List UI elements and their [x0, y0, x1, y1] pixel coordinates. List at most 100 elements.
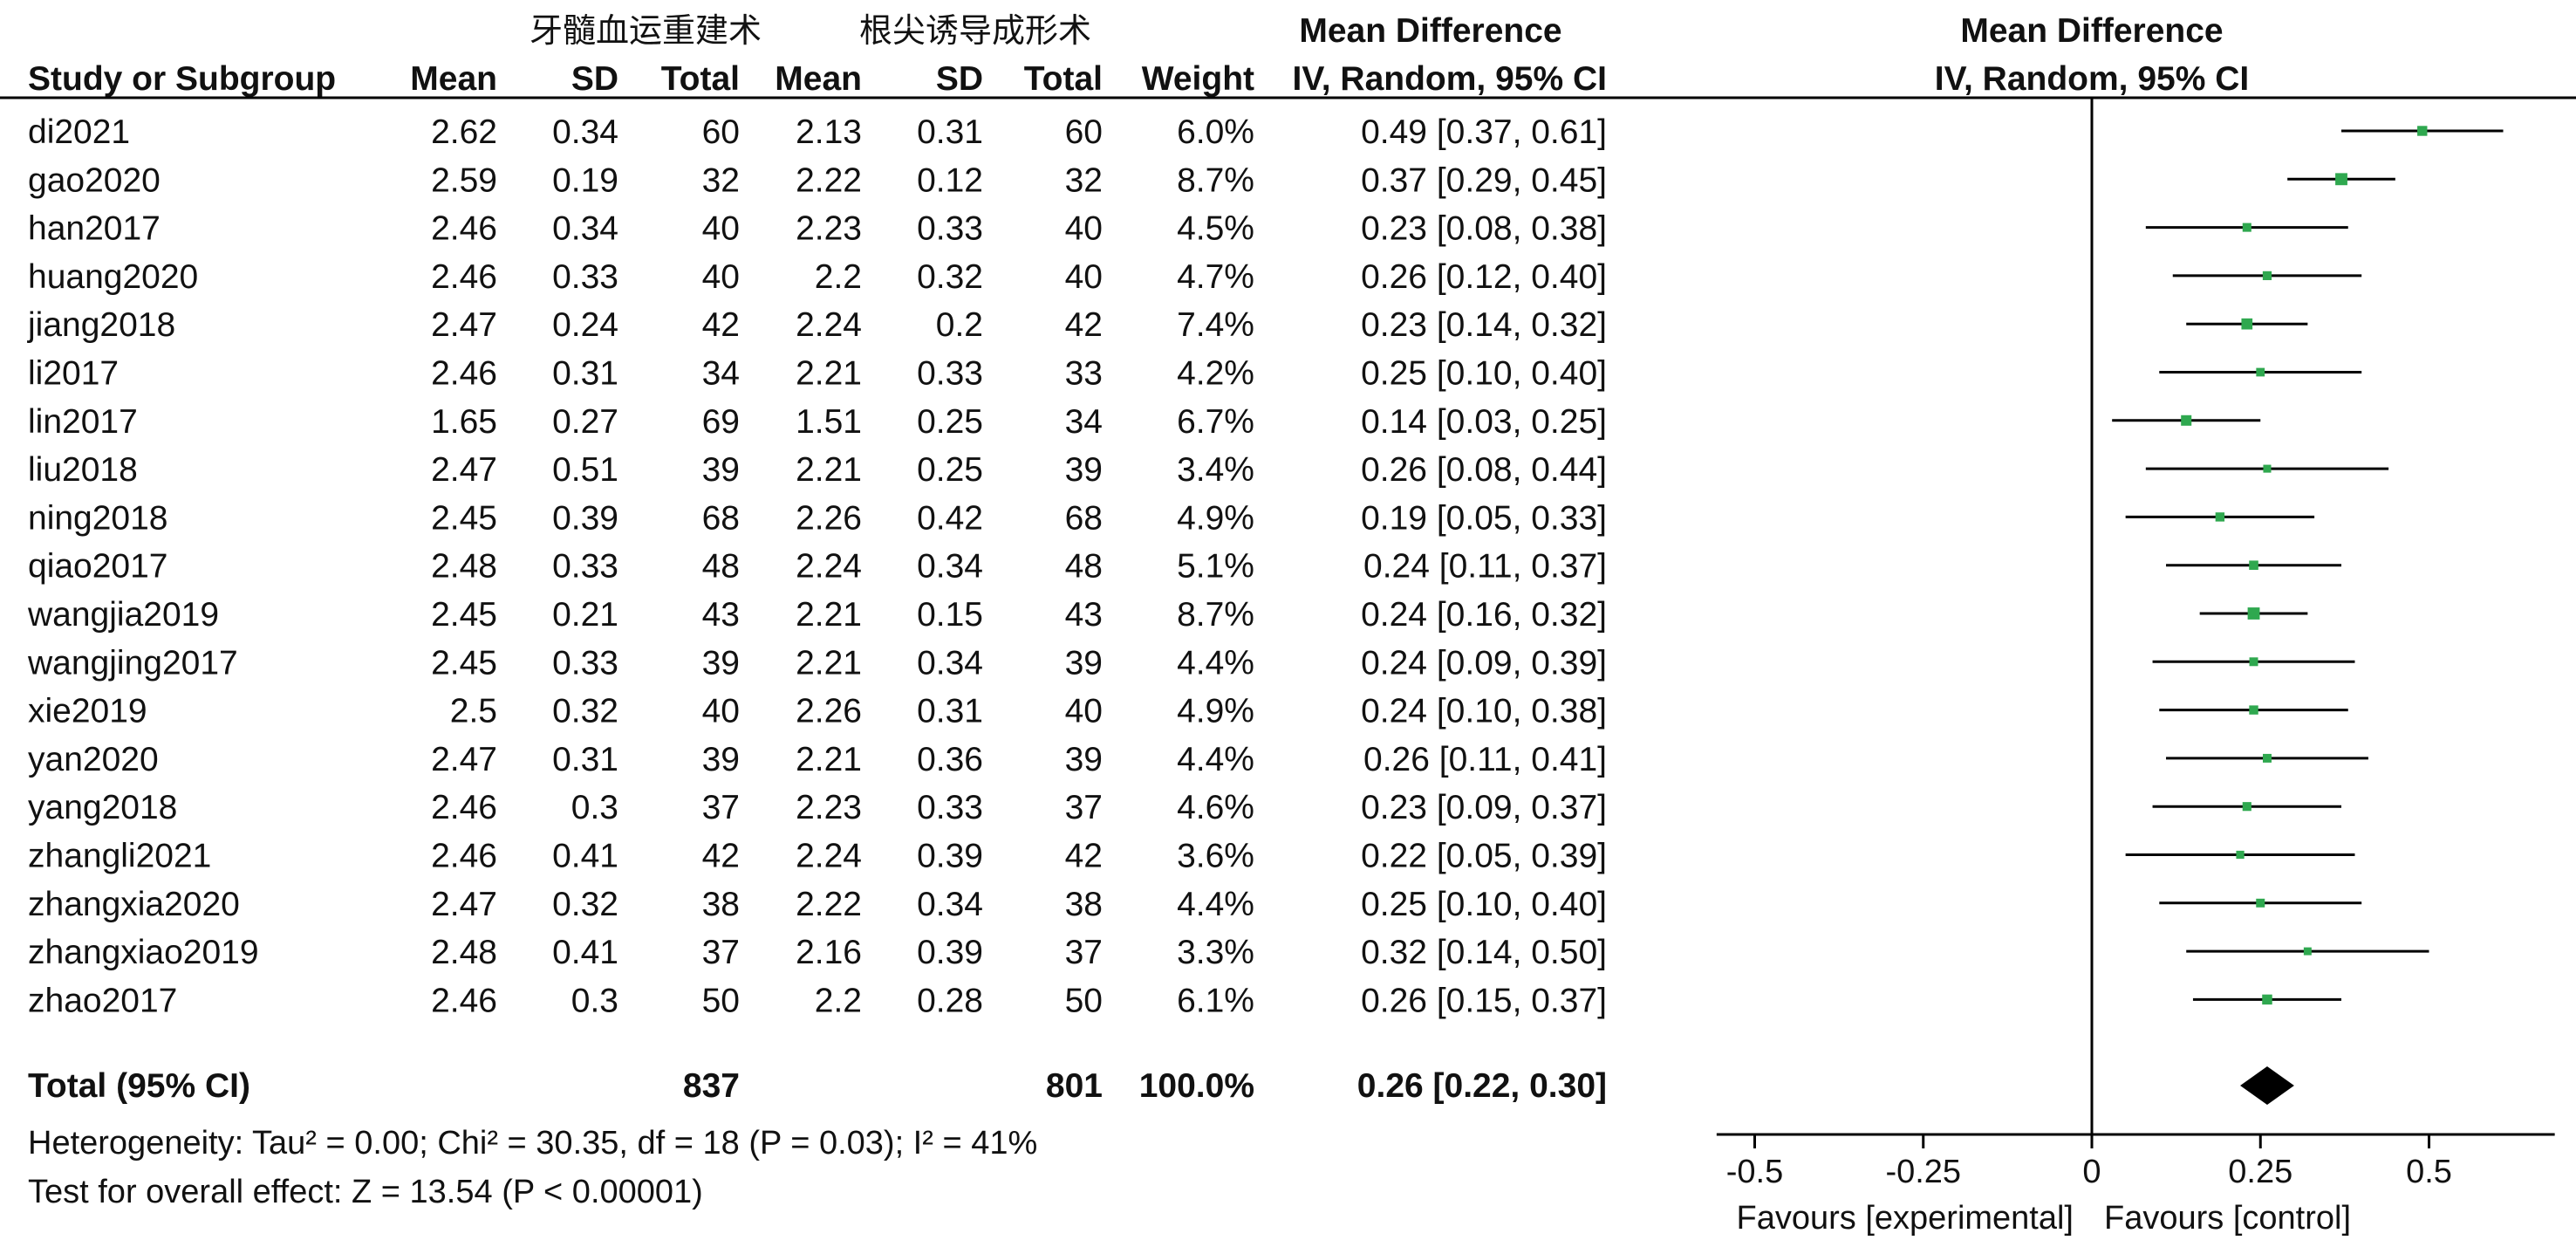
cell-total-exp: 50 — [702, 982, 740, 1019]
cell-total-exp: 42 — [702, 838, 740, 875]
cell-sd-exp: 0.33 — [552, 644, 618, 682]
cell-total-exp: 68 — [702, 499, 740, 537]
cell-total-ctrl: 37 — [1065, 789, 1103, 826]
plot-title: Mean Difference — [1960, 12, 2223, 50]
cell-effect-ci: 0.26 [0.08, 0.44] — [1361, 451, 1607, 489]
cell-total-ctrl: 33 — [1065, 355, 1103, 393]
header-effect-method: IV, Random, 95% CI — [1292, 60, 1607, 98]
cell-effect-ci: 0.23 [0.14, 0.32] — [1361, 306, 1607, 344]
cell-mean-ctrl: 2.22 — [796, 886, 862, 923]
cell-total-ctrl: 39 — [1065, 451, 1103, 489]
cell-sd-ctrl: 0.33 — [917, 355, 983, 393]
cell-sd-exp: 0.32 — [552, 886, 618, 923]
cell-effect-ci: 0.49 [0.37, 0.61] — [1361, 113, 1607, 151]
cell-weight: 4.7% — [1177, 258, 1254, 296]
cell-sd-exp: 0.33 — [552, 258, 618, 296]
cell-sd-ctrl: 0.31 — [917, 113, 983, 151]
cell-effect-ci: 0.24 [0.10, 0.38] — [1361, 693, 1607, 730]
cell-effect-ci: 0.26 [0.11, 0.41] — [1363, 741, 1607, 778]
cell-sd-exp: 0.39 — [552, 499, 618, 537]
cell-total-ctrl: 32 — [1065, 161, 1103, 199]
cell-mean-ctrl: 2.24 — [796, 306, 862, 344]
study-name: xie2019 — [28, 693, 147, 730]
point-estimate-liu2018 — [2263, 464, 2272, 473]
cell-weight: 4.5% — [1177, 210, 1254, 248]
x-tick-label: -0.25 — [1885, 1154, 1961, 1190]
header-plot-method: IV, Random, 95% CI — [1935, 60, 2250, 98]
cell-sd-exp: 0.3 — [571, 789, 618, 826]
x-tick-label: 0 — [2082, 1154, 2101, 1190]
cell-mean-ctrl: 2.2 — [815, 258, 862, 296]
header-weight: Weight — [1142, 60, 1254, 98]
cell-mean-ctrl: 2.21 — [796, 644, 862, 682]
point-estimate-zhangxiao2019 — [2303, 947, 2312, 956]
cell-sd-ctrl: 0.33 — [917, 210, 983, 248]
point-estimate-zhangli2021 — [2236, 850, 2245, 860]
study-name: gao2020 — [28, 161, 161, 199]
cell-total-ctrl: 40 — [1065, 210, 1103, 248]
study-name: wangjia2019 — [27, 596, 219, 634]
cell-effect-ci: 0.25 [0.10, 0.40] — [1361, 355, 1607, 393]
point-estimate-jiang2018 — [2241, 318, 2253, 330]
study-name: yang2018 — [28, 789, 177, 826]
point-estimate-lin2017 — [2181, 415, 2192, 426]
cell-weight: 4.9% — [1177, 693, 1254, 730]
cell-mean-exp: 2.62 — [431, 113, 497, 151]
cell-total-ctrl: 68 — [1065, 499, 1103, 537]
cell-effect-ci: 0.19 [0.05, 0.33] — [1361, 499, 1607, 537]
study-name: jiang2018 — [27, 306, 175, 344]
cell-mean-ctrl: 2.24 — [796, 838, 862, 875]
cell-sd-exp: 0.34 — [552, 210, 618, 248]
cell-total-ctrl: 37 — [1065, 934, 1103, 971]
cell-weight: 7.4% — [1177, 306, 1254, 344]
cell-mean-ctrl: 1.51 — [796, 403, 862, 441]
cell-mean-ctrl: 2.21 — [796, 741, 862, 778]
cell-weight: 6.0% — [1177, 113, 1254, 151]
study-name: zhangli2021 — [28, 838, 211, 875]
cell-sd-exp: 0.31 — [552, 355, 618, 393]
cell-sd-ctrl: 0.39 — [917, 934, 983, 971]
cell-weight: 4.6% — [1177, 789, 1254, 826]
cell-mean-exp: 2.45 — [431, 596, 497, 634]
point-estimate-li2017 — [2256, 367, 2265, 377]
cell-sd-ctrl: 0.25 — [917, 403, 983, 441]
cell-mean-exp: 1.65 — [431, 403, 497, 441]
header-sd-ctrl: SD — [936, 60, 983, 98]
cell-effect-ci: 0.37 [0.29, 0.45] — [1361, 161, 1607, 199]
cell-total-exp: 34 — [702, 355, 740, 393]
point-estimate-di2021 — [2417, 126, 2428, 136]
cell-sd-ctrl: 0.12 — [917, 161, 983, 199]
point-estimate-han2017 — [2242, 223, 2251, 232]
cell-sd-exp: 0.33 — [552, 548, 618, 586]
point-estimate-yang2018 — [2242, 802, 2251, 812]
cell-total-ctrl: 39 — [1065, 644, 1103, 682]
cell-mean-exp: 2.46 — [431, 838, 497, 875]
study-name: huang2020 — [28, 258, 198, 296]
header-mean-exp: Mean — [410, 60, 497, 98]
cell-total-ctrl: 39 — [1065, 741, 1103, 778]
cell-weight: 3.3% — [1177, 934, 1254, 971]
cell-weight: 6.1% — [1177, 982, 1254, 1019]
cell-mean-exp: 2.5 — [450, 693, 497, 730]
header-mean-ctrl: Mean — [775, 60, 862, 98]
cell-mean-ctrl: 2.26 — [796, 693, 862, 730]
point-estimate-wangjing2017 — [2249, 657, 2258, 667]
study-name: zhao2017 — [28, 982, 177, 1019]
cell-mean-ctrl: 2.24 — [796, 548, 862, 586]
cell-weight: 3.6% — [1177, 838, 1254, 875]
cell-mean-exp: 2.47 — [431, 451, 497, 489]
cell-effect-ci: 0.24 [0.09, 0.39] — [1361, 644, 1607, 682]
header-total-exp: Total — [661, 60, 740, 98]
cell-mean-exp: 2.46 — [431, 355, 497, 393]
cell-mean-exp: 2.46 — [431, 982, 497, 1019]
study-name: yan2020 — [28, 741, 159, 778]
favours-right-label: Favours [control] — [2104, 1200, 2351, 1237]
cell-total-ctrl: 40 — [1065, 258, 1103, 296]
cell-effect-ci: 0.14 [0.03, 0.25] — [1361, 403, 1607, 441]
study-name: di2021 — [28, 113, 130, 151]
effect-title: Mean Difference — [1299, 12, 1561, 50]
cell-total-ctrl: 38 — [1065, 886, 1103, 923]
cell-sd-ctrl: 0.28 — [917, 982, 983, 1019]
x-tick-label: -0.5 — [1726, 1154, 1783, 1190]
header-sd-exp: SD — [571, 60, 618, 98]
